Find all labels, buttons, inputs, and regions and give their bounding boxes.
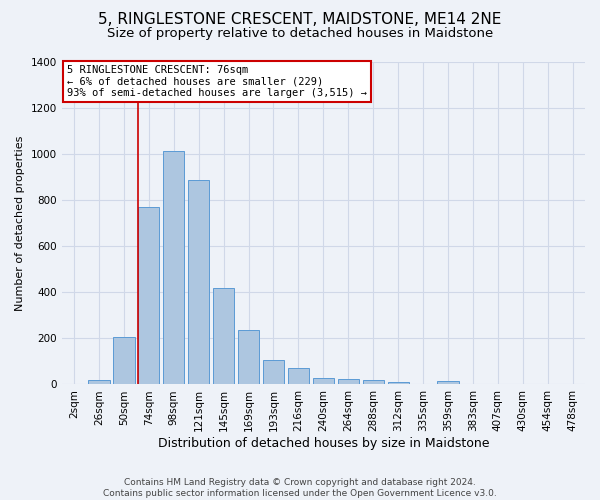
Text: 5, RINGLESTONE CRESCENT, MAIDSTONE, ME14 2NE: 5, RINGLESTONE CRESCENT, MAIDSTONE, ME14… (98, 12, 502, 28)
Bar (213, 288, 234, 384)
Bar (338, 380, 359, 384)
Bar (313, 378, 334, 384)
Bar (263, 360, 284, 384)
Text: 5 RINGLESTONE CRESCENT: 76sqm
← 6% of detached houses are smaller (229)
93% of s: 5 RINGLESTONE CRESCENT: 76sqm ← 6% of de… (67, 64, 367, 98)
Bar (388, 382, 409, 384)
Bar (113, 337, 134, 384)
Bar (362, 380, 384, 384)
Y-axis label: Number of detached properties: Number of detached properties (15, 136, 25, 310)
Bar (88, 380, 110, 384)
Bar (437, 382, 458, 384)
Bar (138, 207, 160, 384)
Bar (188, 180, 209, 384)
Bar (238, 330, 259, 384)
Text: Size of property relative to detached houses in Maidstone: Size of property relative to detached ho… (107, 28, 493, 40)
Bar (163, 152, 184, 384)
Bar (288, 368, 309, 384)
X-axis label: Distribution of detached houses by size in Maidstone: Distribution of detached houses by size … (158, 437, 489, 450)
Text: Contains HM Land Registry data © Crown copyright and database right 2024.
Contai: Contains HM Land Registry data © Crown c… (103, 478, 497, 498)
